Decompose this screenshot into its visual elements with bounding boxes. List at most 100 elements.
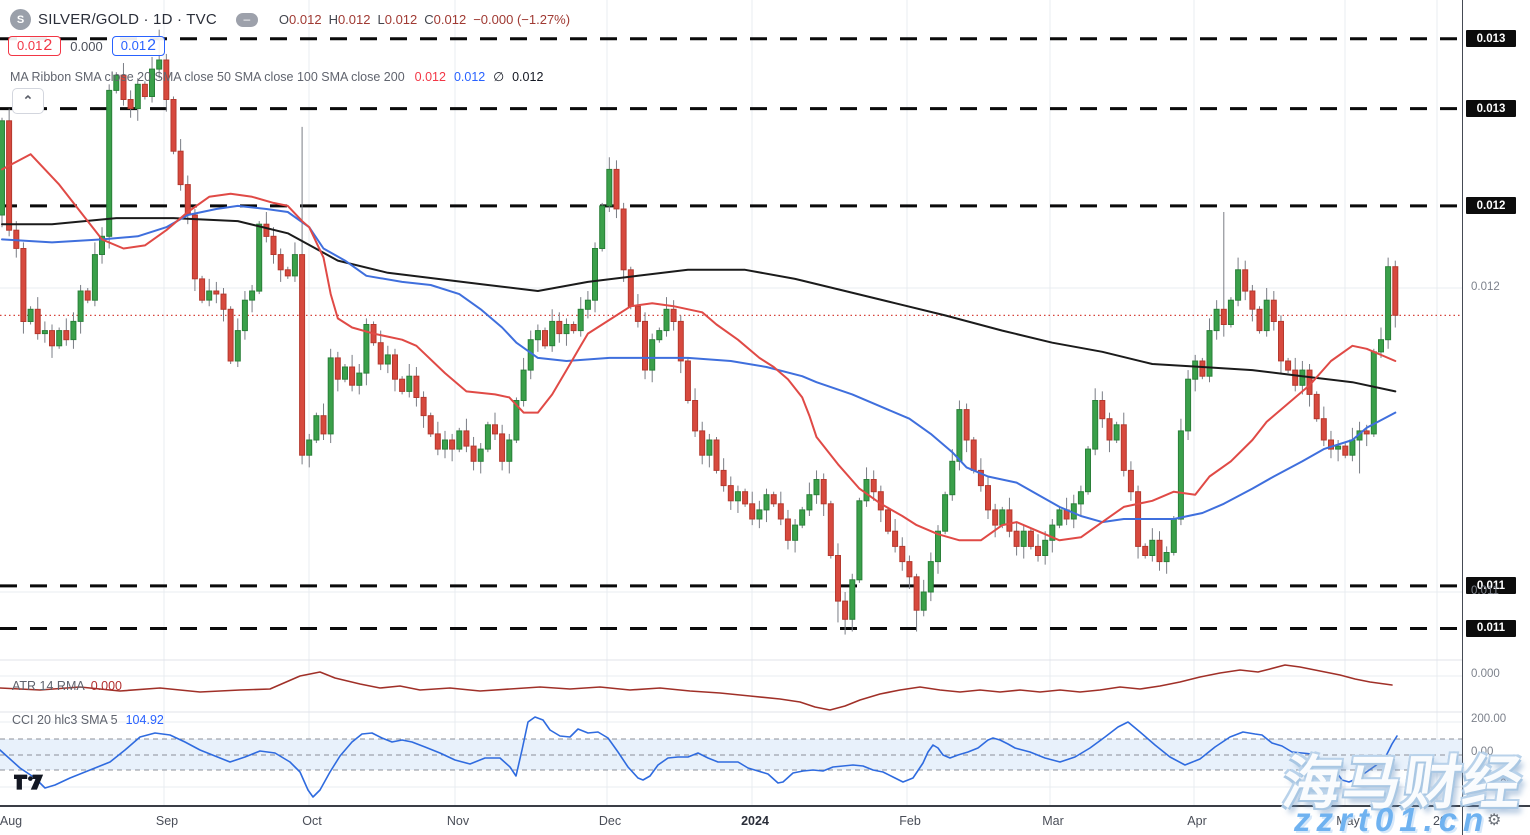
candle-body	[1142, 545, 1149, 557]
settings-gear-icon[interactable]: ⚙	[1487, 812, 1502, 829]
candle-body	[1106, 418, 1113, 441]
candle-body	[942, 494, 949, 532]
high-label: H	[328, 12, 338, 27]
candle-body	[1256, 308, 1263, 332]
candle-body	[813, 479, 820, 496]
symbol-logo-icon: S	[10, 9, 31, 30]
atr-pane-legend[interactable]: ATR 14 RMA 0.000	[12, 679, 122, 693]
time-axis-label-oct: Oct	[302, 814, 322, 828]
candle-body	[835, 555, 841, 602]
candle-body	[577, 308, 584, 332]
candle-body	[20, 248, 27, 322]
ma-ribbon-label: MA Ribbon SMA close 20 SMA close 50 SMA …	[10, 70, 405, 84]
candle-body	[1170, 518, 1177, 553]
cci-label-text: CCI 20 hlc3 SMA 5	[12, 713, 118, 727]
scale-grid-label: 0.00	[1471, 746, 1494, 758]
candle-body	[384, 354, 391, 365]
watermark-url-text: zzrt01.cn	[1294, 801, 1490, 835]
scale-grid-label: −200.00	[1471, 778, 1513, 790]
candle-body	[692, 400, 699, 432]
candle-body	[1156, 539, 1163, 563]
candle-body	[656, 330, 663, 341]
candle-body	[492, 424, 498, 435]
candle-body	[427, 415, 434, 435]
candle-body	[749, 503, 756, 520]
ma-ribbon-legend[interactable]: MA Ribbon SMA close 20 SMA close 50 SMA …	[10, 69, 543, 84]
candle-body	[963, 409, 970, 441]
ma-value-blue: 0.012	[453, 70, 486, 84]
candle-body	[1120, 424, 1127, 471]
candle-body	[699, 430, 706, 456]
symbol-title[interactable]: SILVER/GOLD · 1D · TVC	[38, 11, 217, 28]
candle-body	[1328, 439, 1334, 450]
candle-body	[927, 561, 934, 593]
candle-body	[806, 494, 813, 511]
candle-body	[392, 354, 398, 380]
candle-body	[413, 375, 420, 399]
candle-body	[1177, 430, 1184, 520]
candle-body	[620, 208, 627, 271]
candle-body	[1242, 269, 1249, 292]
candle-body	[177, 150, 184, 186]
cci-pane-legend[interactable]: CCI 20 hlc3 SMA 5 104.92	[12, 713, 164, 727]
time-axis-label-nov: Nov	[446, 814, 470, 828]
candle-body	[1092, 400, 1099, 450]
candle-body	[227, 308, 234, 362]
candle-body	[377, 342, 384, 365]
candle-body	[1113, 424, 1120, 441]
candle-body	[249, 290, 256, 301]
candle-body	[506, 439, 513, 462]
candle-body	[613, 168, 620, 210]
candle-body	[670, 308, 677, 322]
blue-price-box[interactable]: 0.01 2	[111, 36, 165, 56]
minimize-icon[interactable]: –	[235, 12, 258, 27]
candle-body	[277, 254, 284, 271]
ma-avg-symbol: ∅	[493, 70, 505, 84]
candle-body	[356, 372, 363, 386]
price-level-label: 0.013	[1466, 30, 1516, 48]
candle-body	[234, 330, 241, 362]
candle-body	[1235, 269, 1242, 301]
candle-body	[241, 299, 248, 332]
blue-price-value: 0.01	[120, 38, 147, 53]
candle-body	[84, 290, 91, 301]
price-level-label: 0.011	[1466, 619, 1516, 637]
candle-body	[999, 509, 1006, 526]
candle-body	[220, 293, 227, 310]
candle-body	[1370, 351, 1377, 435]
candle-body	[1278, 320, 1284, 362]
change-value: −0.000 (−1.27%)	[473, 12, 571, 27]
candle-body	[442, 439, 448, 450]
candle-body	[799, 509, 806, 526]
candle-body	[1149, 539, 1156, 556]
candle-body	[1363, 430, 1370, 435]
candle-body	[727, 485, 734, 502]
candle-body	[320, 415, 327, 435]
candle-body	[1056, 509, 1063, 526]
candle-body	[477, 448, 484, 462]
time-axis[interactable]: Aug Sep Oct Nov Dec 2024 Feb Mar Apr May 20	[0, 805, 1462, 835]
candle-body	[342, 366, 348, 380]
tradingview-logo-icon[interactable]	[14, 774, 44, 797]
price-scale[interactable]: 0.013 0.013 0.012 0.011 0.011 0.012 0.011 0.000…	[1462, 0, 1530, 805]
collapse-legend-button[interactable]: ⌃	[12, 88, 44, 114]
candle-body	[363, 324, 370, 374]
candle-body	[1313, 393, 1320, 420]
candle-body	[406, 375, 413, 392]
candle-body	[720, 469, 727, 487]
candle-body	[256, 223, 263, 292]
sma-50-line	[1, 204, 1397, 524]
candle-body	[456, 430, 463, 450]
time-axis-label-2024: 2024	[741, 814, 769, 828]
candle-body	[563, 324, 570, 335]
candle-body	[920, 591, 927, 611]
close-value: 0.012	[433, 12, 467, 27]
candle-body	[99, 235, 105, 256]
candle-body	[534, 330, 541, 341]
candle-body	[334, 357, 341, 380]
red-price-box[interactable]: 0.01 2	[8, 36, 62, 56]
open-label: O	[278, 12, 290, 27]
ohlc-readout: O0.012 H0.012 L0.012 C0.012 −0.000 (−1.27%)	[279, 12, 570, 27]
candle-body	[27, 308, 34, 322]
